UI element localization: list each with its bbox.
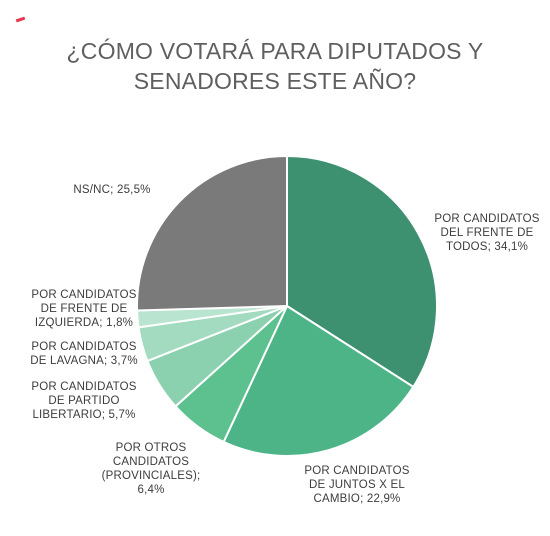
pie-label-juntos-x-el-cambio: POR CANDIDATOS DE JUNTOS X EL CAMBIO; 22,9… xyxy=(304,465,409,505)
pie-label-line: DE FRENTE DE xyxy=(41,303,128,315)
pie-label-line: DE JUNTOS X EL xyxy=(309,479,405,491)
pie-label-frente-de-todos: POR CANDIDATOS DEL FRENTE DE TODOS; 34,1% xyxy=(434,213,539,253)
pie-slice-juntos-x-el-cambio xyxy=(222,304,415,457)
pie-label-line: IZQUIERDA; 1,8% xyxy=(35,317,133,329)
pie-label-frente-de-izquierda: POR CANDIDATOS DE FRENTE DE IZQUIERDA; 1,8… xyxy=(31,289,136,329)
pie-label-partido-libertario: POR CANDIDATOS DE PARTIDO LIBERTARIO; 5,7% xyxy=(31,381,136,421)
pie-slice-ns-nc xyxy=(136,154,288,312)
pie-label-line: POR CANDIDATOS xyxy=(304,465,409,477)
pie-label-line: CAMBIO; 22,9% xyxy=(314,493,401,505)
pie-label-line: LIBERTARIO; 5,7% xyxy=(32,409,135,421)
pie-label-line: NS/NC; 25,5% xyxy=(73,184,150,196)
pie-label-line: TODOS; 34,1% xyxy=(446,241,528,253)
chart-title-line-2: SENADORES ESTE AÑO? xyxy=(133,68,417,94)
pie-label-line: CANDIDATOS xyxy=(113,456,189,468)
pie-label-line: (PROVINCIALES); xyxy=(102,470,201,482)
pie-labels: POR CANDIDATOS DEL FRENTE DE TODOS; 34,1%P… xyxy=(30,184,539,505)
chart-title: ¿CÓMO VOTARÁ PARA DIPUTADOS Y SENADORES … xyxy=(0,36,550,96)
pie-label-line: DE LAVAGNA; 3,7% xyxy=(30,355,138,367)
pie-label-line: 6,4% xyxy=(137,484,164,496)
pie-label-line: POR CANDIDATOS xyxy=(31,381,136,393)
pie-label-ns-nc: NS/NC; 25,5% xyxy=(73,184,150,196)
pie-slices xyxy=(136,154,438,457)
pie-label-line: DEL FRENTE DE xyxy=(441,227,534,239)
pie-label-otros-provinciales: POR OTROS CANDIDATOS (PROVINCIALES); 6,4% xyxy=(102,442,201,496)
pie-label-lavagna: POR CANDIDATOS DE LAVAGNA; 3,7% xyxy=(30,341,138,367)
pie-label-line: POR CANDIDATOS xyxy=(31,289,136,301)
pie-label-line: POR CANDIDATOS xyxy=(434,213,539,225)
pie-label-line: DE PARTIDO xyxy=(48,395,119,407)
pie-label-line: POR CANDIDATOS xyxy=(31,341,136,353)
chart-title-line-1: ¿CÓMO VOTARÁ PARA DIPUTADOS Y xyxy=(66,38,484,64)
pie-label-line: POR OTROS xyxy=(116,442,187,454)
